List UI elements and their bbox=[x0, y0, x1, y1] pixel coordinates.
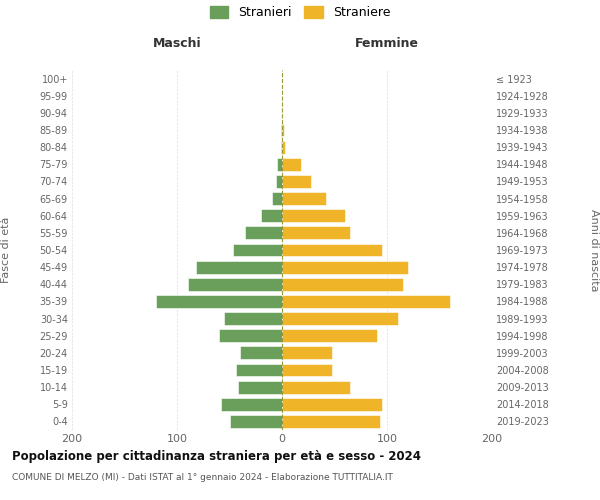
Bar bbox=[282, 175, 311, 188]
Bar bbox=[282, 124, 284, 136]
Bar bbox=[240, 346, 282, 360]
Bar bbox=[281, 140, 282, 153]
Bar bbox=[233, 244, 282, 256]
Bar bbox=[219, 330, 282, 342]
Bar bbox=[282, 226, 350, 239]
Bar bbox=[236, 364, 282, 376]
Bar bbox=[282, 192, 326, 205]
Bar bbox=[282, 398, 382, 410]
Bar bbox=[281, 124, 282, 136]
Bar bbox=[156, 295, 282, 308]
Bar bbox=[271, 192, 282, 205]
Bar bbox=[282, 278, 403, 290]
Bar bbox=[276, 175, 282, 188]
Bar bbox=[282, 295, 450, 308]
Bar bbox=[282, 260, 408, 274]
Bar bbox=[261, 210, 282, 222]
Bar bbox=[282, 140, 285, 153]
Bar bbox=[282, 244, 382, 256]
Text: Anni di nascita: Anni di nascita bbox=[589, 209, 599, 291]
Bar bbox=[277, 158, 282, 170]
Bar bbox=[196, 260, 282, 274]
Text: Femmine: Femmine bbox=[355, 37, 419, 50]
Bar bbox=[238, 380, 282, 394]
Bar bbox=[187, 278, 282, 290]
Bar bbox=[221, 398, 282, 410]
Bar bbox=[282, 380, 350, 394]
Bar bbox=[282, 364, 332, 376]
Legend: Stranieri, Straniere: Stranieri, Straniere bbox=[205, 1, 395, 24]
Text: Popolazione per cittadinanza straniera per età e sesso - 2024: Popolazione per cittadinanza straniera p… bbox=[12, 450, 421, 463]
Bar bbox=[224, 312, 282, 325]
Bar bbox=[282, 346, 332, 360]
Bar bbox=[282, 158, 301, 170]
Bar bbox=[282, 330, 377, 342]
Text: Maschi: Maschi bbox=[152, 37, 202, 50]
Bar bbox=[229, 415, 282, 428]
Bar bbox=[282, 312, 398, 325]
Bar bbox=[245, 226, 282, 239]
Bar bbox=[282, 210, 345, 222]
Text: COMUNE DI MELZO (MI) - Dati ISTAT al 1° gennaio 2024 - Elaborazione TUTTITALIA.I: COMUNE DI MELZO (MI) - Dati ISTAT al 1° … bbox=[12, 472, 393, 482]
Text: Fasce di età: Fasce di età bbox=[1, 217, 11, 283]
Bar bbox=[282, 415, 380, 428]
